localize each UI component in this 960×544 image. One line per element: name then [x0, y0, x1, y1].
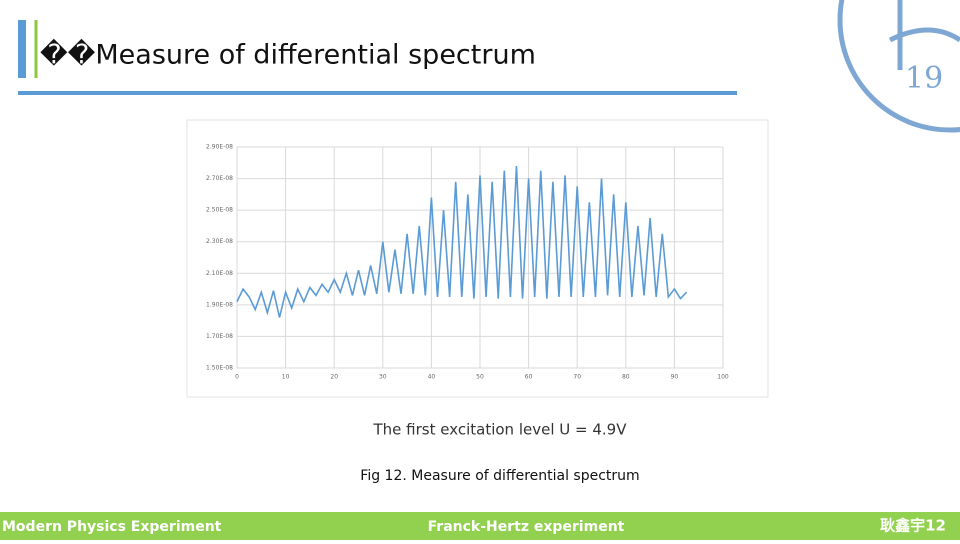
chart-frame: [186, 119, 769, 398]
x-tick-label: 30: [379, 374, 387, 381]
x-tick-label: 10: [282, 374, 290, 381]
x-tick-label: 50: [476, 374, 484, 381]
y-tick-label: 2.50E-08: [206, 207, 233, 214]
logo: [837, 0, 960, 133]
x-tick-label: 80: [622, 374, 630, 381]
plot: 1.50E-08 1.70E-08 1.90E-08 2.10E-08 2.30E-08…: [206, 144, 729, 381]
footer-center: Franck-Hertz experiment: [428, 519, 625, 535]
accent-bar: [18, 20, 26, 78]
data-line: [236, 165, 688, 318]
x-tick-label: 40: [428, 374, 436, 381]
x-tick-label: 100: [717, 374, 729, 381]
slide-title: ��Measure of differential spectrum: [40, 39, 536, 71]
footer-right: 耿鑫宇12: [880, 517, 946, 535]
logo-ring: [837, 0, 960, 133]
x-tick-label: 20: [330, 374, 338, 381]
y-tick-label: 1.70E-08: [206, 333, 233, 340]
title-rule: [18, 91, 737, 95]
y-tick-label: 2.90E-08: [206, 144, 233, 151]
y-tick-label: 2.30E-08: [206, 238, 233, 245]
caption: Fig 12. Measure of differential spectrum: [360, 468, 639, 484]
x-tick-label: 70: [573, 374, 581, 381]
x-tick-label: 0: [235, 374, 239, 381]
y-tick-label: 2.70E-08: [206, 175, 233, 182]
logo-mark: [888, 0, 960, 70]
y-tick-label: 1.90E-08: [206, 301, 233, 308]
footer-bar: [0, 512, 960, 540]
x-tick-label: 90: [671, 374, 679, 381]
y-tick-label: 1.50E-08: [206, 365, 233, 372]
x-tick-label: 60: [525, 374, 533, 381]
y-tick-label: 2.10E-08: [206, 270, 233, 277]
formula: The first excitation level U = 4.9V: [373, 421, 628, 439]
footer-left: Modern Physics Experiment: [2, 519, 222, 535]
logo-text: 19: [905, 61, 943, 96]
